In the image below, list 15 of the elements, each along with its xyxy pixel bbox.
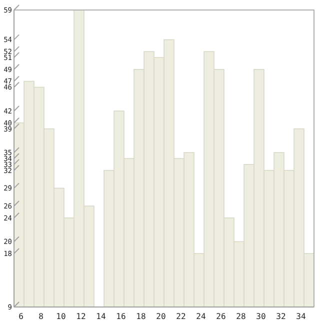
x-tick-label: 26 [216,312,226,321]
x-tick-label: 6 [18,312,24,321]
x-tick-label: 12 [76,312,86,321]
x-tick-label: 14 [96,312,106,321]
x-tick-label: 30 [256,312,266,321]
x-tick-label: 28 [236,312,246,321]
x-tick-label: 34 [296,312,306,321]
x-tick-label: 18 [136,312,146,321]
x-tick-label: 16 [116,312,126,321]
x-tick-label: 8 [38,312,44,321]
x-tick-label: 20 [156,312,166,321]
x-tick-label: 10 [56,312,66,321]
x-tick-label: 24 [196,312,206,321]
x-tick-label: 32 [276,312,286,321]
x-tick-label: 22 [176,312,186,321]
